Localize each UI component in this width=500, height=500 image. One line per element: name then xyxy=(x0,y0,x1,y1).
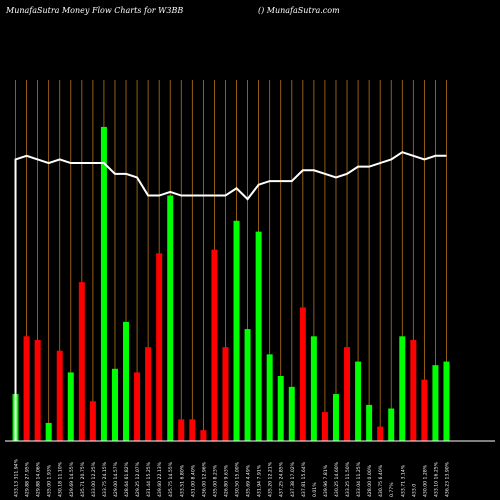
money-flow-bar xyxy=(288,386,295,441)
x-tick-label: 428.64 61.82% xyxy=(124,461,130,497)
money-flow-bar xyxy=(233,220,240,441)
money-flow-bar xyxy=(355,361,362,441)
x-tick-label: 429.88 14.06% xyxy=(36,461,42,497)
x-tick-label: 430.50 15.00% xyxy=(235,461,241,497)
x-tick-label: 433.51 6.80% xyxy=(179,464,185,497)
money-flow-bar xyxy=(111,368,118,441)
bars xyxy=(12,126,450,442)
money-flow-bar xyxy=(100,126,107,442)
x-tick-label: 436.00 12.96% xyxy=(201,461,207,497)
money-flow-line xyxy=(14,151,447,441)
money-flow-bar xyxy=(432,365,439,441)
money-flow-bar xyxy=(443,361,450,441)
x-tick-label: 439.96 7.81% xyxy=(323,464,329,497)
x-tick-label: 433.10 16.25% xyxy=(433,461,439,497)
x-tick-label: 439.60 22.13% xyxy=(157,461,163,497)
money-flow-bar xyxy=(78,282,85,441)
money-flow-bar xyxy=(344,347,351,441)
x-tick-label: 431.00 8.40% xyxy=(190,464,196,497)
money-flow-bar xyxy=(167,195,174,441)
x-tick-label: 431.44 15.25% xyxy=(146,461,152,497)
x-tick-label: 436.23 13.90% xyxy=(444,461,450,497)
x-tick-label: 433.0 xyxy=(411,484,417,497)
money-flow-bar xyxy=(200,430,207,441)
money-flow-bar xyxy=(67,372,74,441)
money-flow-bar xyxy=(244,329,251,441)
x-tick-label: 433.00 12.25% xyxy=(91,461,97,497)
x-tick-label: 433.25 11.50% xyxy=(345,461,351,497)
x-tick-label: 435.00 1.93% xyxy=(47,464,53,497)
money-flow-bar xyxy=(211,249,218,441)
x-tick-label: 430.75 6.40% xyxy=(378,464,384,497)
money-flow-bar xyxy=(123,321,130,441)
money-flow-bar xyxy=(299,307,306,441)
money-flow-bar xyxy=(377,426,384,441)
x-tick-label: 433.75 24.15% xyxy=(102,461,108,497)
x-axis-labels: 433.13 311.94% 429.88 27.95% 429.88 14.06%… xyxy=(14,458,451,497)
site-credit: () MunafaSutra.com xyxy=(258,6,340,15)
x-tick-label: 435.00 8.23% xyxy=(212,464,218,497)
x-tick-label: 435.20 12.21% xyxy=(268,461,274,497)
money-flow-bar xyxy=(388,408,395,441)
x-tick-label: 433.04 11.25% xyxy=(356,461,362,497)
x-tick-label: 428.00 0.00% xyxy=(367,464,373,497)
x-tick-label: 429.69 14.55% xyxy=(69,461,75,497)
chart-title: MunafaSutra Money Flow Charts for W3BB xyxy=(6,6,184,15)
x-tick-label: 433.71 3.14% xyxy=(400,464,406,497)
x-tick-label: 433.13 311.94% xyxy=(14,458,20,497)
x-tick-label: 429.25 12.07% xyxy=(135,461,141,497)
money-flow-bar xyxy=(145,347,152,441)
money-flow-bar xyxy=(266,354,273,441)
money-flow-bar xyxy=(23,336,30,441)
money-flow-bar xyxy=(189,419,196,441)
money-flow-bar xyxy=(156,253,163,441)
money-flow-bar xyxy=(134,372,141,441)
x-tick-label: 429.88 27.95% xyxy=(25,461,31,497)
x-tick-label: 437.38 17.02% xyxy=(290,461,296,497)
x-tick-label: 430.00 1.28% xyxy=(422,464,428,497)
x-tick-label: 430.25 14.60% xyxy=(334,461,340,497)
money-flow-bar xyxy=(321,412,328,441)
x-tick-label: 431.94 7.91% xyxy=(257,464,263,497)
x-tick-label: 437.25 24.85% xyxy=(279,461,285,497)
x-tick-label: 0.01% xyxy=(312,482,318,497)
money-flow-bar xyxy=(34,339,41,441)
money-flow-bar xyxy=(56,350,63,441)
money-flow-bar xyxy=(255,231,262,441)
money-flow-bar xyxy=(45,422,52,441)
money-flow-bar xyxy=(277,376,284,441)
x-tick-label: 437.81 15.64% xyxy=(301,461,307,497)
money-flow-bar xyxy=(222,347,229,441)
x-tick-label: 435.75 14.55% xyxy=(168,461,174,497)
x-tick-label: 0.77% xyxy=(389,482,395,497)
money-flow-bar xyxy=(399,336,406,441)
x-tick-label: 435.71 20.75% xyxy=(80,461,86,497)
money-flow-bar xyxy=(410,339,417,441)
money-flow-bar xyxy=(366,404,373,441)
x-tick-label: 429.00 14.57% xyxy=(113,461,119,497)
money-flow-bar xyxy=(310,336,317,441)
money-flow-bar xyxy=(89,401,96,441)
money-flow-bar xyxy=(332,394,339,441)
x-tick-label: 426.80 9.63% xyxy=(223,464,229,497)
x-tick-label: 430.18 11.10% xyxy=(58,461,64,497)
money-flow-bar xyxy=(178,419,185,441)
money-flow-bar xyxy=(421,379,428,441)
x-tick-label: 435.69 4.49% xyxy=(246,464,252,497)
